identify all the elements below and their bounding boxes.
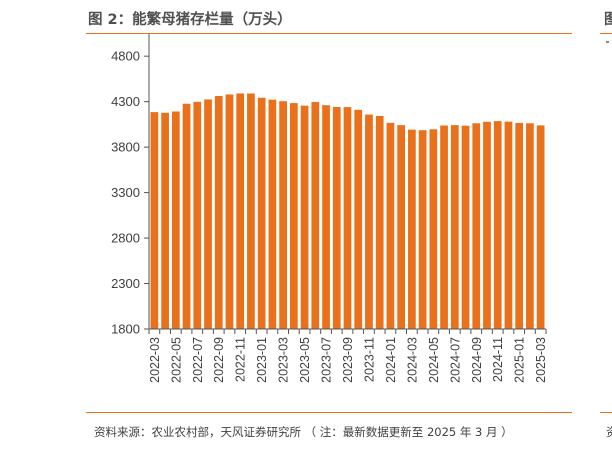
bar-2023-11 [365,114,373,329]
bar-2022-11 [236,93,245,329]
bar-2023-02 [268,99,277,329]
bar-2024-10 [483,121,491,329]
bar-2024-12 [504,121,513,329]
x-tick-label: 2024-07 [448,337,462,383]
y-tick-label: 4800 [111,49,140,64]
bar-2024-04 [418,130,427,329]
bar-2022-03 [150,112,159,329]
x-tick-label: 2023-05 [298,337,312,383]
bar-2025-01 [515,122,524,329]
bar-2022-04 [161,112,169,329]
bar-2023-05 [300,105,309,329]
bar-2024-09 [472,123,481,329]
bar-2024-08 [461,125,470,329]
x-tick-label: 2024-11 [491,337,505,382]
bar-2023-10 [354,109,363,329]
y-tick-label: 1800 [111,322,140,337]
next-figure-title-fragment: 图 [604,12,612,28]
bar-2022-12 [247,93,255,329]
bar-2024-07 [450,125,459,330]
x-tick-label: 2023-09 [341,337,355,383]
y-tick-label: 3300 [111,185,140,200]
x-tick-label: 2024-03 [405,337,419,383]
next-figure-title-divider [600,33,612,34]
x-tick-label: 2022-11 [234,337,248,382]
y-tick-label: 2800 [111,231,140,246]
bar-2023-07 [322,105,330,329]
next-figure-mark [606,41,609,43]
bar-2022-06 [182,103,191,329]
y-tick-label: 3800 [111,140,140,155]
x-tick-label: 2022-03 [148,337,162,383]
bar-2023-09 [343,107,352,329]
y-tick-label: 4300 [111,94,140,109]
bar-2024-05 [429,129,438,329]
title-divider [86,33,572,34]
x-tick-label: 2022-07 [191,337,205,383]
bar-2024-11 [493,121,502,330]
bar-2023-03 [279,101,287,329]
footer-divider [86,412,572,413]
x-tick-label: 2024-01 [384,337,398,383]
source-note: 资料来源：农业农村部，天风证券研究所 （ 注：最新数据更新至 2025 年 3 … [94,425,513,439]
figure-title: 图 2：能繁母猪存栏量（万头） [88,12,292,28]
x-tick-label: 2023-07 [320,337,334,383]
bar-2022-07 [193,101,202,329]
x-tick-label: 2024-09 [470,337,484,383]
next-figure-footer-divider [600,412,612,413]
bar-2023-04 [289,103,298,329]
bar-2023-06 [311,102,320,330]
x-tick-label: 2023-11 [362,337,376,382]
x-tick-label: 2024-05 [427,337,441,383]
y-tick-label: 2300 [111,276,140,291]
next-figure-source-fragment: 资 [606,425,612,439]
bar-2022-05 [171,111,180,329]
bar-2023-01 [257,97,266,329]
bar-2022-10 [225,94,234,329]
bar-2024-06 [440,125,448,329]
bar-2023-12 [375,116,384,330]
x-tick-label: 2023-03 [277,337,291,383]
x-tick-label: 2023-01 [255,337,269,383]
x-tick-label: 2022-05 [169,337,183,383]
bar-chart: 1800 2300 2800 3300 3800 4300 4800 2022-03 2022-… [111,34,548,383]
bar-2024-03 [408,129,416,329]
bar-2024-01 [386,122,395,329]
bar-2025-02 [526,123,534,329]
bar-2025-03 [536,125,545,329]
bar-2024-02 [397,125,406,330]
x-tick-label: 2025-03 [534,337,548,383]
bar-2022-09 [214,96,223,330]
bar-2022-08 [204,99,212,329]
x-tick-label: 2025-01 [513,337,527,383]
bar-2023-08 [332,107,341,330]
x-tick-label: 2022-09 [212,337,226,383]
